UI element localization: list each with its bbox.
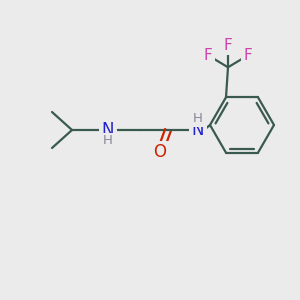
Text: N: N [102,121,114,139]
Text: F: F [224,38,232,53]
Text: O: O [154,143,166,161]
Text: N: N [192,121,204,139]
Text: H: H [103,134,113,148]
Text: F: F [244,48,252,63]
Text: H: H [193,112,203,125]
Text: F: F [204,48,212,63]
